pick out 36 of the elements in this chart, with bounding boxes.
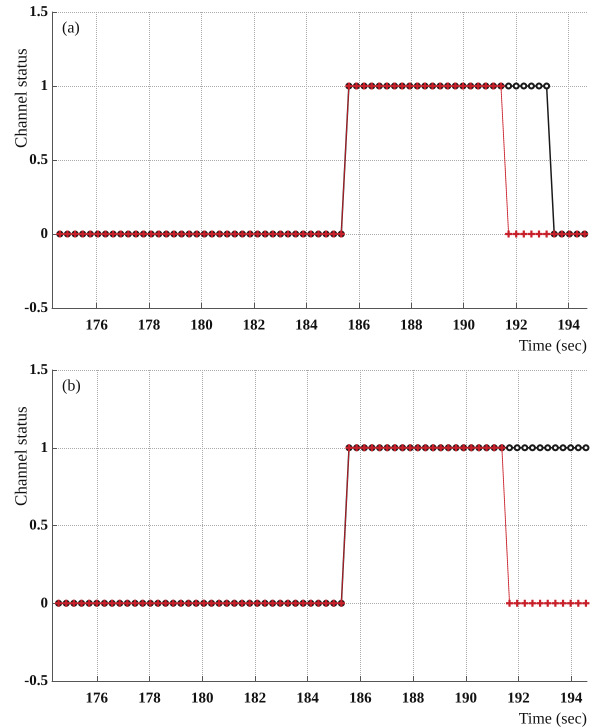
- y-tick-label: -0.5: [24, 673, 48, 689]
- x-tick-label: 182: [244, 690, 266, 706]
- x-tick-label: 188: [400, 318, 423, 334]
- x-tick-label: 192: [504, 318, 528, 334]
- x-tick-label: 182: [242, 318, 266, 334]
- y-tick-label: 1: [40, 440, 48, 456]
- x-tick-label: 178: [138, 318, 160, 334]
- y-tick-label: 0.5: [29, 518, 48, 534]
- y-tick-label: 1.5: [29, 362, 48, 378]
- x-tick-label: 186: [349, 690, 372, 706]
- x-tick-label: 190: [452, 318, 475, 334]
- x-tick-label: 176: [86, 690, 109, 706]
- y-tick-label: 0: [40, 595, 48, 612]
- x-axis-title: Time (sec): [518, 338, 587, 354]
- y-axis-title: Channel status: [12, 406, 30, 506]
- x-tick-label: 190: [454, 690, 478, 706]
- x-tick-label: 184: [295, 318, 318, 334]
- x-tick-label: 178: [138, 690, 161, 706]
- y-tick-label: -0.5: [24, 300, 48, 316]
- x-tick-label: 184: [296, 690, 320, 706]
- x-tick-label: 176: [85, 318, 108, 334]
- annotation: (b): [62, 378, 81, 394]
- x-axis-title: Time (sec): [518, 710, 587, 727]
- x-tick-label: 194: [557, 318, 580, 334]
- x-tick-label: 186: [348, 318, 371, 334]
- x-tick-label: 194: [560, 690, 583, 706]
- x-tick-label: 192: [507, 690, 530, 706]
- y-tick-label: 1.5: [29, 4, 48, 20]
- y-tick-label: 1: [40, 78, 48, 94]
- x-tick-label: 188: [402, 690, 424, 706]
- y-tick-label: 0: [40, 226, 48, 242]
- x-tick-label: 180: [190, 318, 213, 334]
- y-axis-title: Channel status: [12, 48, 30, 148]
- y-tick-label: 0.5: [29, 152, 48, 168]
- annotation: (a): [62, 20, 80, 36]
- x-tick-label: 180: [190, 690, 214, 706]
